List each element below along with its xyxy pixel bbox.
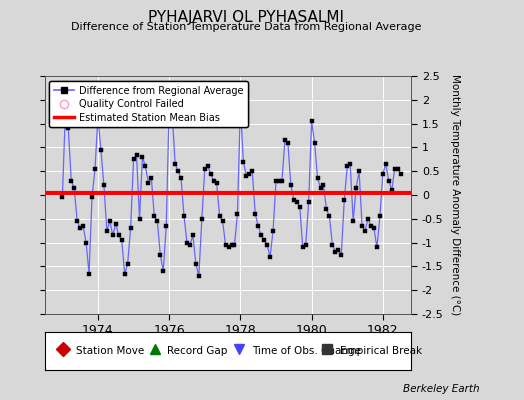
Text: PYHAJARVI OL PYHASALMI: PYHAJARVI OL PYHASALMI [148,10,344,25]
Text: Berkeley Earth: Berkeley Earth [403,384,479,394]
Text: Record Gap: Record Gap [167,346,228,356]
Text: Time of Obs. Change: Time of Obs. Change [252,346,361,356]
Text: Difference of Station Temperature Data from Regional Average: Difference of Station Temperature Data f… [71,22,421,32]
Legend: Difference from Regional Average, Quality Control Failed, Estimated Station Mean: Difference from Regional Average, Qualit… [49,81,248,127]
Text: Empirical Break: Empirical Break [340,346,422,356]
Text: Station Move: Station Move [75,346,144,356]
Y-axis label: Monthly Temperature Anomaly Difference (°C): Monthly Temperature Anomaly Difference (… [450,74,460,316]
